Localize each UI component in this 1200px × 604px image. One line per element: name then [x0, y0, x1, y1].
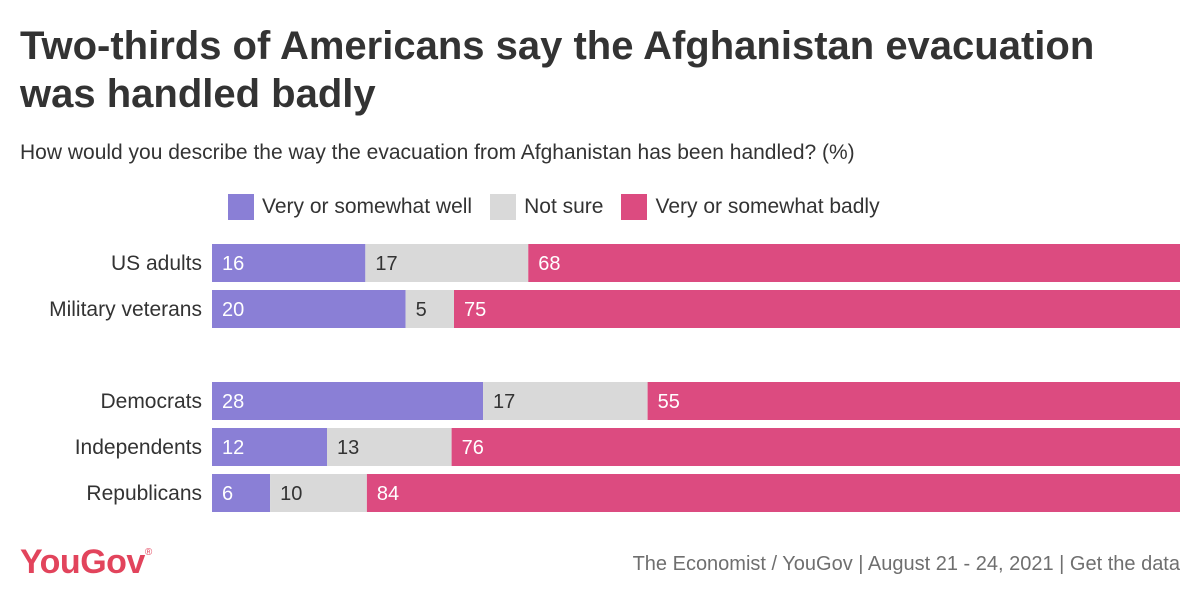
bar-badly-military-veterans — [454, 290, 1180, 328]
bar-well-us-adults — [212, 244, 366, 282]
chart-title: Two-thirds of Americans say the Afghanis… — [20, 24, 1095, 116]
bar-well-military-veterans — [212, 290, 406, 328]
category-label-independents: Independents — [75, 436, 202, 459]
chart-subtitle: How would you describe the way the evacu… — [20, 141, 855, 164]
legend-item-badly: Very or somewhat badly — [621, 194, 880, 220]
legend-swatch-well — [228, 194, 254, 220]
bar-well-republicans — [212, 474, 271, 512]
legend-item-well: Very or somewhat well — [228, 194, 472, 220]
bar-not-sure-independents — [327, 428, 452, 466]
value-label-not-sure-republicans: 10 — [280, 483, 302, 505]
value-label-well-republicans: 6 — [222, 483, 233, 505]
bar-not-sure-us-adults — [365, 244, 529, 282]
category-label-democrats: Democrats — [100, 390, 202, 413]
category-label-republicans: Republicans — [86, 482, 202, 505]
source-note[interactable]: The Economist / YouGov | August 21 - 24,… — [632, 553, 1180, 575]
bar-badly-democrats — [647, 382, 1180, 420]
legend: Very or somewhat well Not sure Very or s… — [228, 193, 898, 221]
yougov-logo: YouGov® — [20, 543, 152, 581]
value-label-not-sure-us-adults: 17 — [375, 253, 397, 275]
bar-well-independents — [212, 428, 328, 466]
value-label-badly-republicans: 84 — [377, 483, 399, 505]
legend-label-not-sure: Not sure — [524, 195, 604, 218]
value-label-badly-independents: 76 — [462, 437, 484, 459]
bar-badly-us-adults — [528, 244, 1180, 282]
bar-not-sure-military-veterans — [405, 290, 454, 328]
value-label-well-independents: 12 — [222, 437, 244, 459]
legend-label-badly: Very or somewhat badly — [655, 195, 880, 218]
value-label-badly-democrats: 55 — [658, 391, 680, 413]
value-label-badly-us-adults: 68 — [538, 253, 560, 275]
value-label-not-sure-military-veterans: 5 — [416, 299, 427, 321]
bar-badly-independents — [451, 428, 1180, 466]
category-label-military-veterans: Military veterans — [49, 298, 202, 321]
bar-not-sure-democrats — [483, 382, 648, 420]
value-label-well-military-veterans: 20 — [222, 299, 244, 321]
bar-badly-republicans — [366, 474, 1180, 512]
category-label-us-adults: US adults — [111, 252, 202, 275]
value-label-badly-military-veterans: 75 — [464, 299, 486, 321]
value-label-well-democrats: 28 — [222, 391, 244, 413]
value-label-not-sure-democrats: 17 — [493, 391, 515, 413]
legend-item-not-sure: Not sure — [490, 194, 603, 220]
value-label-not-sure-independents: 13 — [337, 437, 359, 459]
legend-swatch-badly — [621, 194, 648, 220]
value-label-well-us-adults: 16 — [222, 253, 244, 275]
legend-swatch-not-sure — [490, 194, 517, 220]
bar-not-sure-republicans — [270, 474, 367, 512]
bar-well-democrats — [212, 382, 484, 420]
legend-label-well: Very or somewhat well — [262, 195, 473, 218]
